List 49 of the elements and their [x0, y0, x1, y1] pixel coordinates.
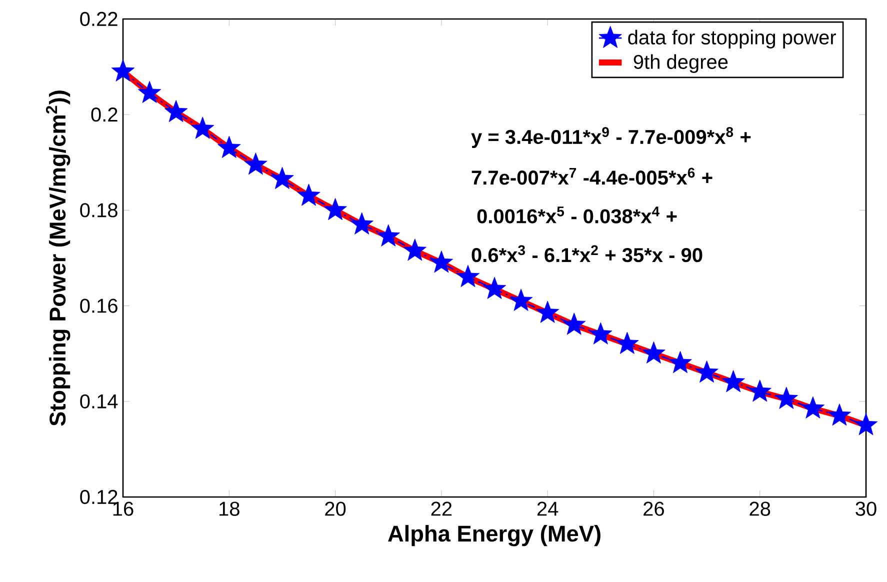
- y-axis-title: Stopping Power (MeV/mg/cm$^{2}$)): [46, 90, 70, 426]
- point: [616, 332, 639, 354]
- annotation: y = 3.4e-011*x$^{9}$ - 7.7e-009*x$^{8}$ +: [471, 127, 751, 148]
- point: [536, 300, 560, 323]
- point: [218, 136, 241, 158]
- legend-label: data for stopping power: [628, 30, 836, 48]
- x-tick-label: 26: [644, 502, 664, 516]
- point: [164, 100, 188, 122]
- x-axis-title: Alpha Energy (MeV): [388, 525, 600, 546]
- point: [774, 386, 798, 409]
- point: [403, 238, 427, 261]
- annotation: 7.7e-007*x$^{7}$ -4.4e-005*x$^{6}$ +: [472, 168, 712, 185]
- point: [324, 198, 347, 220]
- point: [376, 224, 400, 246]
- annotation: 0.0016*x$^{5}$ - 0.038*x$^{4}$ +: [477, 206, 677, 224]
- legend-label: 9th degree: [634, 54, 728, 73]
- y-tick-label: 0.18: [80, 203, 118, 218]
- point: [828, 404, 852, 426]
- point: [642, 341, 666, 364]
- point: [801, 396, 825, 418]
- x-tick-label: 22: [431, 502, 452, 516]
- x-tick-label: 20: [325, 502, 346, 516]
- x-tick-label: 28: [750, 502, 770, 516]
- point: [668, 350, 692, 374]
- point: [138, 80, 162, 103]
- point: [456, 264, 480, 288]
- point: [270, 166, 294, 190]
- point: [589, 322, 612, 344]
- point: [190, 116, 214, 139]
- point: [562, 312, 586, 335]
- point: [482, 276, 506, 299]
- point: [722, 370, 745, 392]
- y-tick-label: 0.22: [80, 12, 118, 26]
- annotation: 0.6*x$^{3}$ - 6.1*x$^{2}$ + 35*x - 90: [472, 245, 702, 262]
- x-tick-label: 18: [220, 502, 240, 516]
- y-tick-label: 0.14: [80, 394, 118, 408]
- point: [111, 59, 135, 82]
- point: [244, 152, 268, 175]
- x-tick-label: 30: [856, 502, 876, 516]
- point: [509, 288, 533, 311]
- point: [695, 360, 718, 383]
- point: [854, 413, 878, 436]
- x-tick-label: 24: [537, 502, 558, 516]
- y-tick-label: 0.16: [80, 298, 118, 313]
- y-tick-label: 0.2: [91, 108, 118, 122]
- point: [430, 250, 454, 273]
- point: [748, 380, 772, 402]
- point: [350, 212, 374, 234]
- point: [297, 184, 320, 206]
